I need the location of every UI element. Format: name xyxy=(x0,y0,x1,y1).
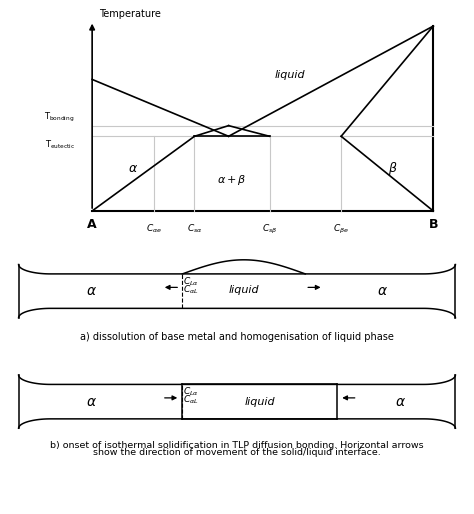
Text: $C_{s\beta}$: $C_{s\beta}$ xyxy=(262,223,277,235)
Text: $C_{L\alpha}$: $C_{L\alpha}$ xyxy=(183,386,199,398)
Text: A: A xyxy=(87,218,97,231)
Text: $\alpha$: $\alpha$ xyxy=(377,284,388,298)
Text: $\alpha$: $\alpha$ xyxy=(128,162,138,175)
Text: $C_{s\alpha}$: $C_{s\alpha}$ xyxy=(187,223,202,235)
Text: $\alpha$: $\alpha$ xyxy=(86,395,97,409)
Text: $\alpha$: $\alpha$ xyxy=(86,284,97,298)
Text: b) onset of isothermal solidification in TLP diffusion bonding. Horizontal arrow: b) onset of isothermal solidification in… xyxy=(50,441,424,450)
Text: Temperature: Temperature xyxy=(99,9,161,19)
Text: a) dissolution of base metal and homogenisation of liquid phase: a) dissolution of base metal and homogen… xyxy=(80,333,394,342)
Text: $C_{\alpha L}$: $C_{\alpha L}$ xyxy=(183,394,199,407)
Text: $C_{L\alpha}$: $C_{L\alpha}$ xyxy=(183,276,199,288)
Text: liquid: liquid xyxy=(274,69,305,80)
Text: $\rm T_{eutectic}$: $\rm T_{eutectic}$ xyxy=(45,138,75,151)
Text: $\beta$: $\beta$ xyxy=(388,160,397,177)
Text: show the direction of movement of the solid/liquid interface.: show the direction of movement of the so… xyxy=(93,448,381,457)
Text: liquid: liquid xyxy=(245,397,275,407)
Text: B: B xyxy=(428,218,438,231)
Text: liquid: liquid xyxy=(228,285,259,295)
Text: $C_{\alpha e}$: $C_{\alpha e}$ xyxy=(146,223,162,235)
Text: $C_{\beta e}$: $C_{\beta e}$ xyxy=(333,223,349,235)
Text: $\alpha + \beta$: $\alpha + \beta$ xyxy=(217,173,247,187)
Text: $\alpha$: $\alpha$ xyxy=(395,395,406,409)
Text: $C_{\alpha L}$: $C_{\alpha L}$ xyxy=(183,283,199,296)
Text: $\rm T_{bonding}$: $\rm T_{bonding}$ xyxy=(45,111,75,124)
